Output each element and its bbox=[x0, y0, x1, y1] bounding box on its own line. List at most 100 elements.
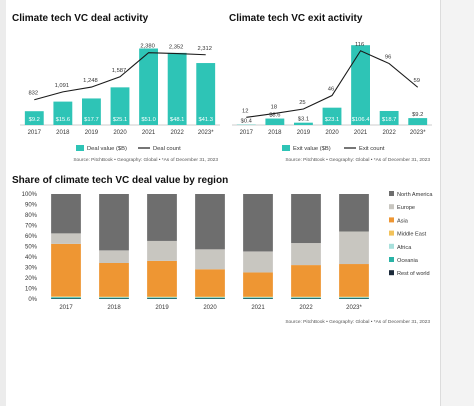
bar bbox=[196, 63, 216, 125]
stacked-bar-segment bbox=[51, 194, 81, 234]
stacked-bar-segment bbox=[195, 296, 225, 298]
right-scroll-area bbox=[440, 0, 474, 406]
region-share-chart: 0% 10% 20% 30% 40% 50% 60% 70% 80% 90% 100% 2017 201… bbox=[22, 191, 433, 325]
stacked-bar-segment bbox=[51, 243, 81, 297]
region-share-title: Share of climate tech VC deal value by r… bbox=[12, 175, 229, 186]
count-value-label: 12 bbox=[242, 108, 248, 114]
exit-activity-chart: $0.4 2017 $8.6 2018 $3.1 2019 $23.1 2020 $106.4 2… bbox=[232, 42, 432, 163]
stacked-bar-segment bbox=[51, 298, 81, 299]
count-value-label: 832 bbox=[28, 91, 38, 97]
stacked-bar-segment bbox=[147, 297, 177, 298]
bar-value-label: $106.4 bbox=[352, 117, 371, 123]
count-value-label: 1,587 bbox=[112, 68, 127, 74]
x-tick-label: 2023* bbox=[410, 130, 426, 136]
bar-value-label: $25.1 bbox=[113, 117, 128, 123]
stacked-bar-segment bbox=[51, 233, 81, 244]
stacked-bar-segment bbox=[243, 251, 273, 273]
x-tick-label: 2021 bbox=[142, 130, 156, 136]
bar-value-label: $18.7 bbox=[382, 117, 397, 123]
bar bbox=[110, 87, 130, 125]
x-tick-label: 2017 bbox=[28, 130, 42, 136]
y-tick-label: 90% bbox=[25, 203, 38, 209]
legend-swatch bbox=[389, 204, 394, 210]
x-tick-label: 2018 bbox=[56, 130, 70, 136]
legend-swatch bbox=[389, 191, 394, 196]
stacked-bar-segment bbox=[243, 272, 273, 297]
legend-label: Africa bbox=[397, 245, 412, 251]
y-tick-label: 50% bbox=[25, 245, 38, 251]
bar-value-label: $3.1 bbox=[298, 117, 309, 123]
y-tick-label: 100% bbox=[22, 192, 38, 198]
stacked-bar-segment bbox=[99, 250, 129, 263]
count-value-label: 46 bbox=[328, 87, 334, 93]
legend-label: Oceania bbox=[397, 258, 419, 264]
legend-label: Europe bbox=[397, 205, 415, 211]
y-tick-label: 30% bbox=[25, 266, 38, 272]
bar-value-label: $15.6 bbox=[56, 117, 71, 123]
stacked-bar-segment bbox=[339, 231, 369, 265]
bar-value-label: $8.6 bbox=[269, 113, 280, 119]
x-tick-label: 2023* bbox=[346, 305, 362, 311]
stacked-bar-segment bbox=[339, 297, 369, 298]
bar-value-label: $17.7 bbox=[84, 117, 99, 123]
x-tick-label: 2021 bbox=[354, 130, 368, 136]
count-value-label: 1,091 bbox=[55, 83, 70, 89]
y-tick-label: 70% bbox=[25, 224, 38, 230]
exit-activity-title: Climate tech VC exit activity bbox=[229, 13, 363, 24]
y-tick-label: 80% bbox=[25, 213, 38, 219]
stacked-bar-segment bbox=[339, 296, 369, 298]
stacked-bar-segment bbox=[99, 297, 129, 299]
stacked-bar-segment bbox=[51, 296, 81, 297]
source-note: Source: PitchBook • Geography: Global • … bbox=[285, 319, 430, 325]
stacked-bar-segment bbox=[99, 262, 129, 297]
stacked-bar-segment bbox=[99, 296, 129, 298]
x-tick-label: 2020 bbox=[325, 130, 339, 136]
x-tick-label: 2017 bbox=[240, 130, 254, 136]
x-tick-label: 2020 bbox=[113, 130, 127, 136]
legend-swatch bbox=[389, 217, 394, 223]
x-tick-label: 2018 bbox=[268, 130, 282, 136]
stacked-bar-segment bbox=[195, 269, 225, 297]
bar-value-label: $9.2 bbox=[412, 112, 423, 118]
legend-label: Rest of world bbox=[397, 271, 430, 277]
count-value-label: 25 bbox=[299, 100, 305, 106]
legend-swatch bbox=[389, 230, 394, 236]
stacked-bar-segment bbox=[147, 298, 177, 299]
stacked-bar-segment bbox=[195, 194, 225, 250]
stacked-bar-segment bbox=[195, 249, 225, 270]
legend-label: Asia bbox=[397, 218, 409, 224]
y-tick-label: 10% bbox=[25, 287, 38, 293]
y-tick-label: 40% bbox=[25, 255, 38, 261]
x-tick-label: 2019 bbox=[85, 130, 99, 136]
y-tick-label: 20% bbox=[25, 276, 38, 282]
legend-swatch-bars bbox=[282, 145, 290, 151]
count-value-label: 1,248 bbox=[83, 78, 98, 84]
legend-label: Middle East bbox=[397, 232, 427, 238]
count-value-label: 96 bbox=[385, 55, 391, 61]
count-line bbox=[246, 50, 419, 118]
x-tick-label: 2017 bbox=[59, 305, 73, 311]
stacked-bar-segment bbox=[339, 264, 369, 297]
count-value-label: 59 bbox=[413, 78, 419, 84]
source-note: Source: PitchBook • Geography: Global • … bbox=[73, 157, 218, 163]
report-page: Climate tech VC deal activity Climate te… bbox=[6, 0, 440, 406]
legend-label: Deal value ($B) bbox=[87, 146, 127, 152]
stacked-bar-segment bbox=[195, 298, 225, 299]
count-value-label: 2,352 bbox=[169, 45, 184, 51]
bar-value-label: $9.2 bbox=[29, 117, 40, 123]
count-value-label: 116 bbox=[355, 42, 364, 48]
x-tick-label: 2021 bbox=[251, 305, 265, 311]
deal-activity-title: Climate tech VC deal activity bbox=[12, 13, 149, 24]
bar bbox=[139, 48, 158, 125]
stacked-bar-segment bbox=[243, 297, 273, 299]
stacked-bar-segment bbox=[291, 265, 321, 297]
bar-value-label: $48.1 bbox=[170, 117, 185, 123]
stacked-bar-segment bbox=[99, 298, 129, 299]
stacked-bar-segment bbox=[99, 194, 129, 251]
count-line bbox=[34, 52, 206, 101]
y-tick-label: 60% bbox=[25, 234, 38, 240]
legend-swatch bbox=[389, 257, 394, 262]
legend-label: Deal count bbox=[153, 146, 181, 152]
count-value-label: 18 bbox=[271, 104, 277, 110]
x-tick-label: 2023* bbox=[198, 130, 214, 136]
